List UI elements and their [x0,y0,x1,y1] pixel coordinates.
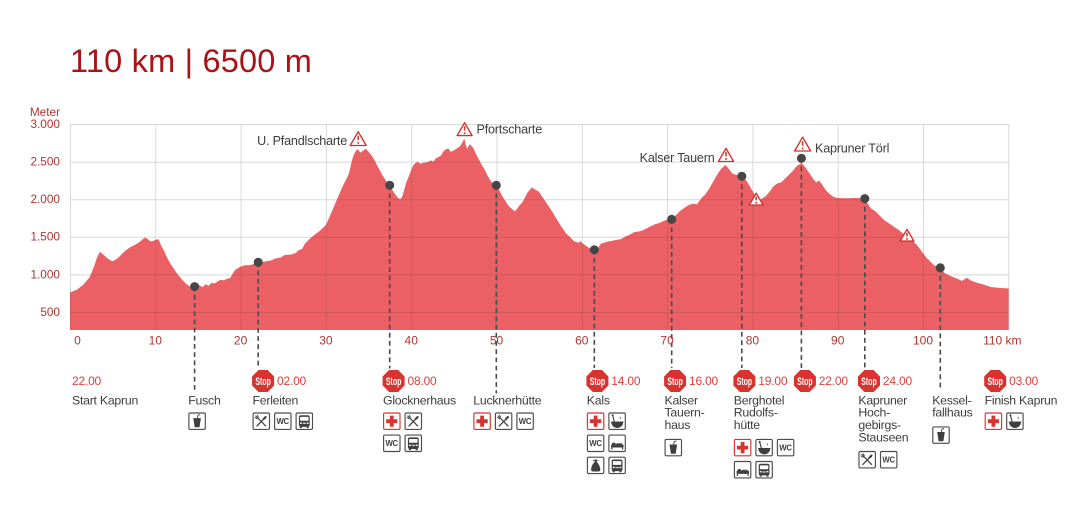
svg-text:1.000: 1.000 [30,267,60,281]
svg-text:80: 80 [746,333,760,347]
svg-text:14.00: 14.00 [611,374,641,388]
svg-text:Kals: Kals [587,393,610,407]
svg-text:gebirgs-: gebirgs- [858,418,901,432]
svg-text:Finish Kaprun: Finish Kaprun [985,393,1058,407]
svg-text:24.00: 24.00 [883,374,913,388]
svg-text:Kapruner: Kapruner [858,393,907,407]
svg-text:Rudolfs-: Rudolfs- [734,406,778,420]
svg-text:Hoch-: Hoch- [858,406,890,420]
svg-text:Pfortscharte: Pfortscharte [477,123,543,137]
svg-text:60: 60 [575,333,589,347]
svg-text:Kessel-: Kessel- [932,393,971,407]
svg-text:Berghotel: Berghotel [734,393,784,407]
svg-text:2.500: 2.500 [30,155,60,169]
svg-text:100: 100 [913,333,933,347]
svg-text:02.00: 02.00 [277,374,307,388]
svg-text:1.500: 1.500 [30,230,60,244]
svg-text:50: 50 [490,333,504,347]
svg-text:08.00: 08.00 [408,374,438,388]
svg-text:20: 20 [234,333,248,347]
svg-text:haus: haus [665,418,691,432]
svg-text:16.00: 16.00 [689,374,719,388]
svg-text:Kalser Tauern: Kalser Tauern [640,151,715,165]
svg-text:70: 70 [660,333,674,347]
svg-text:Kalser: Kalser [665,393,699,407]
svg-text:U. Pfandlscharte: U. Pfandlscharte [257,134,347,148]
svg-text:19.00: 19.00 [758,374,788,388]
svg-text:03.00: 03.00 [1009,374,1039,388]
svg-text:90: 90 [831,333,845,347]
svg-text:Fusch: Fusch [188,393,221,407]
svg-text:Meter: Meter [30,105,60,119]
svg-text:30: 30 [319,333,333,347]
svg-text:2.000: 2.000 [30,192,60,206]
svg-text:110 km | 6500 m: 110 km | 6500 m [70,43,312,79]
svg-text:40: 40 [405,333,419,347]
svg-text:Tauern-: Tauern- [665,406,705,420]
svg-text:22.00: 22.00 [72,374,102,388]
svg-text:fallhaus: fallhaus [932,406,972,420]
svg-text:3.000: 3.000 [30,117,60,131]
svg-text:10: 10 [149,333,163,347]
svg-text:Stauseen: Stauseen [858,431,908,445]
svg-text:0: 0 [74,333,81,347]
svg-text:Start Kaprun: Start Kaprun [72,393,138,407]
svg-text:Glocknerhaus: Glocknerhaus [383,393,456,407]
svg-text:110 km: 110 km [983,333,1021,347]
svg-text:Kapruner Törl: Kapruner Törl [815,142,889,156]
svg-text:Lucknerhütte: Lucknerhütte [473,393,542,407]
svg-text:22.00: 22.00 [819,374,849,388]
svg-text:Ferleiten: Ferleiten [253,393,299,407]
svg-text:500: 500 [40,305,60,319]
svg-text:hütte: hütte [734,418,761,432]
